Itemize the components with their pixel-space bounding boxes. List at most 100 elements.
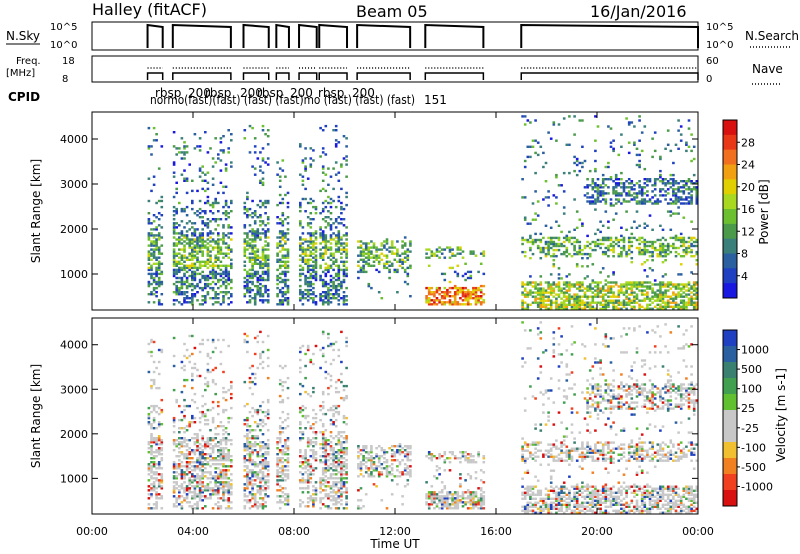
scatter-cell xyxy=(607,255,610,258)
scatter-cell xyxy=(217,246,220,249)
scatter-cell xyxy=(314,270,318,274)
scatter-cell xyxy=(261,232,265,235)
scatter-cell xyxy=(544,252,548,256)
scatter-cell xyxy=(253,236,257,239)
scatter-cell xyxy=(679,240,683,244)
scatter-cell xyxy=(601,190,605,193)
scatter-cell xyxy=(284,240,287,243)
scatter-cell xyxy=(256,288,260,292)
scatter-cell xyxy=(266,258,270,261)
scatter-cell xyxy=(224,489,228,492)
scatter-cell xyxy=(259,330,262,334)
scatter-cell xyxy=(193,485,197,488)
scatter-cell xyxy=(390,250,394,253)
scatter-cell xyxy=(299,505,302,508)
scatter-cell xyxy=(534,285,537,288)
scatter-cell xyxy=(479,288,483,292)
scatter-cell xyxy=(321,258,325,261)
scatter-cell xyxy=(364,242,368,245)
scatter-cell xyxy=(575,173,579,177)
scatter-cell xyxy=(539,291,543,294)
scatter-cell xyxy=(222,299,225,302)
scatter-cell xyxy=(206,441,210,444)
scatter-cell xyxy=(544,255,548,258)
scatter-cell xyxy=(222,370,225,374)
scatter-cell xyxy=(555,176,558,179)
scatter-cell xyxy=(227,497,230,500)
scatter-cell xyxy=(459,297,462,300)
scatter-cell xyxy=(435,250,439,253)
scatter-cell xyxy=(276,457,279,460)
scatter-cell xyxy=(276,437,279,440)
scatter-cell xyxy=(180,137,184,140)
scatter-cell xyxy=(259,497,262,500)
scatter-cell xyxy=(198,421,202,424)
scatter-cell xyxy=(549,303,553,306)
scatter-cell xyxy=(594,159,597,163)
scatter-cell xyxy=(557,123,561,126)
scatter-cell xyxy=(264,264,267,267)
scatter-cell xyxy=(222,489,225,492)
scatter-cell xyxy=(695,301,699,304)
scatter-cell xyxy=(690,244,693,248)
scatter-cell xyxy=(253,297,257,300)
scatter-cell xyxy=(521,293,524,296)
scatter-cell xyxy=(625,117,628,120)
scatter-cell xyxy=(217,481,220,484)
scatter-cell xyxy=(383,246,386,249)
scatter-cell xyxy=(612,255,615,258)
scatter-cell xyxy=(630,232,634,236)
scatter-cell xyxy=(183,268,186,272)
scatter-cell xyxy=(276,254,279,257)
scatter-cell xyxy=(201,254,204,257)
scatter-cell xyxy=(201,286,204,290)
scatter-cell xyxy=(679,238,683,242)
scatter-cell xyxy=(172,171,176,174)
scatter-cell xyxy=(682,250,686,254)
scatter-cell xyxy=(638,299,641,302)
scatter-cell xyxy=(175,286,178,290)
scatter-cell xyxy=(635,163,639,167)
scatter-cell xyxy=(230,264,233,267)
scatter-cell xyxy=(385,260,389,263)
scatter-cell xyxy=(227,297,230,300)
scatter-cell xyxy=(459,286,462,290)
scatter-cell xyxy=(612,180,615,183)
scatter-cell xyxy=(155,295,158,298)
scatter-cell xyxy=(175,226,178,229)
scatter-cell xyxy=(276,276,279,280)
scatter-cell xyxy=(246,291,249,294)
scatter-cell xyxy=(301,291,305,294)
scatter-cell xyxy=(204,260,207,263)
scatter-cell xyxy=(427,303,431,306)
scatter-cell xyxy=(155,427,158,430)
scatter-cell xyxy=(306,479,310,482)
scatter-cell xyxy=(601,297,605,300)
scatter-cell xyxy=(306,461,310,464)
scatter-cell xyxy=(191,284,194,288)
scatter-cell xyxy=(191,366,194,370)
scatter-cell xyxy=(201,465,204,468)
scatter-cell xyxy=(201,216,204,219)
scatter-cell xyxy=(276,473,279,476)
scatter-cell xyxy=(209,260,212,263)
scatter-cell xyxy=(334,258,338,261)
scatter-cell xyxy=(630,293,634,296)
scatter-cell xyxy=(685,307,688,310)
scatter-cell xyxy=(638,184,641,187)
scatter-cell xyxy=(388,270,391,274)
scatter-cell xyxy=(435,288,439,292)
scatter-cell xyxy=(620,202,623,205)
scatter-cell xyxy=(157,246,161,249)
scatter-cell xyxy=(620,285,623,288)
scatter-cell xyxy=(204,262,207,265)
scatter-cell xyxy=(643,182,647,185)
scatter-cell xyxy=(677,196,680,199)
scatter-cell xyxy=(656,238,660,242)
scatter-cell xyxy=(286,264,290,267)
scatter-cell xyxy=(219,451,223,454)
scatter-cell xyxy=(666,182,670,185)
scatter-cell xyxy=(243,242,247,245)
scatter-cell xyxy=(375,254,378,257)
scatter-cell xyxy=(204,222,207,225)
